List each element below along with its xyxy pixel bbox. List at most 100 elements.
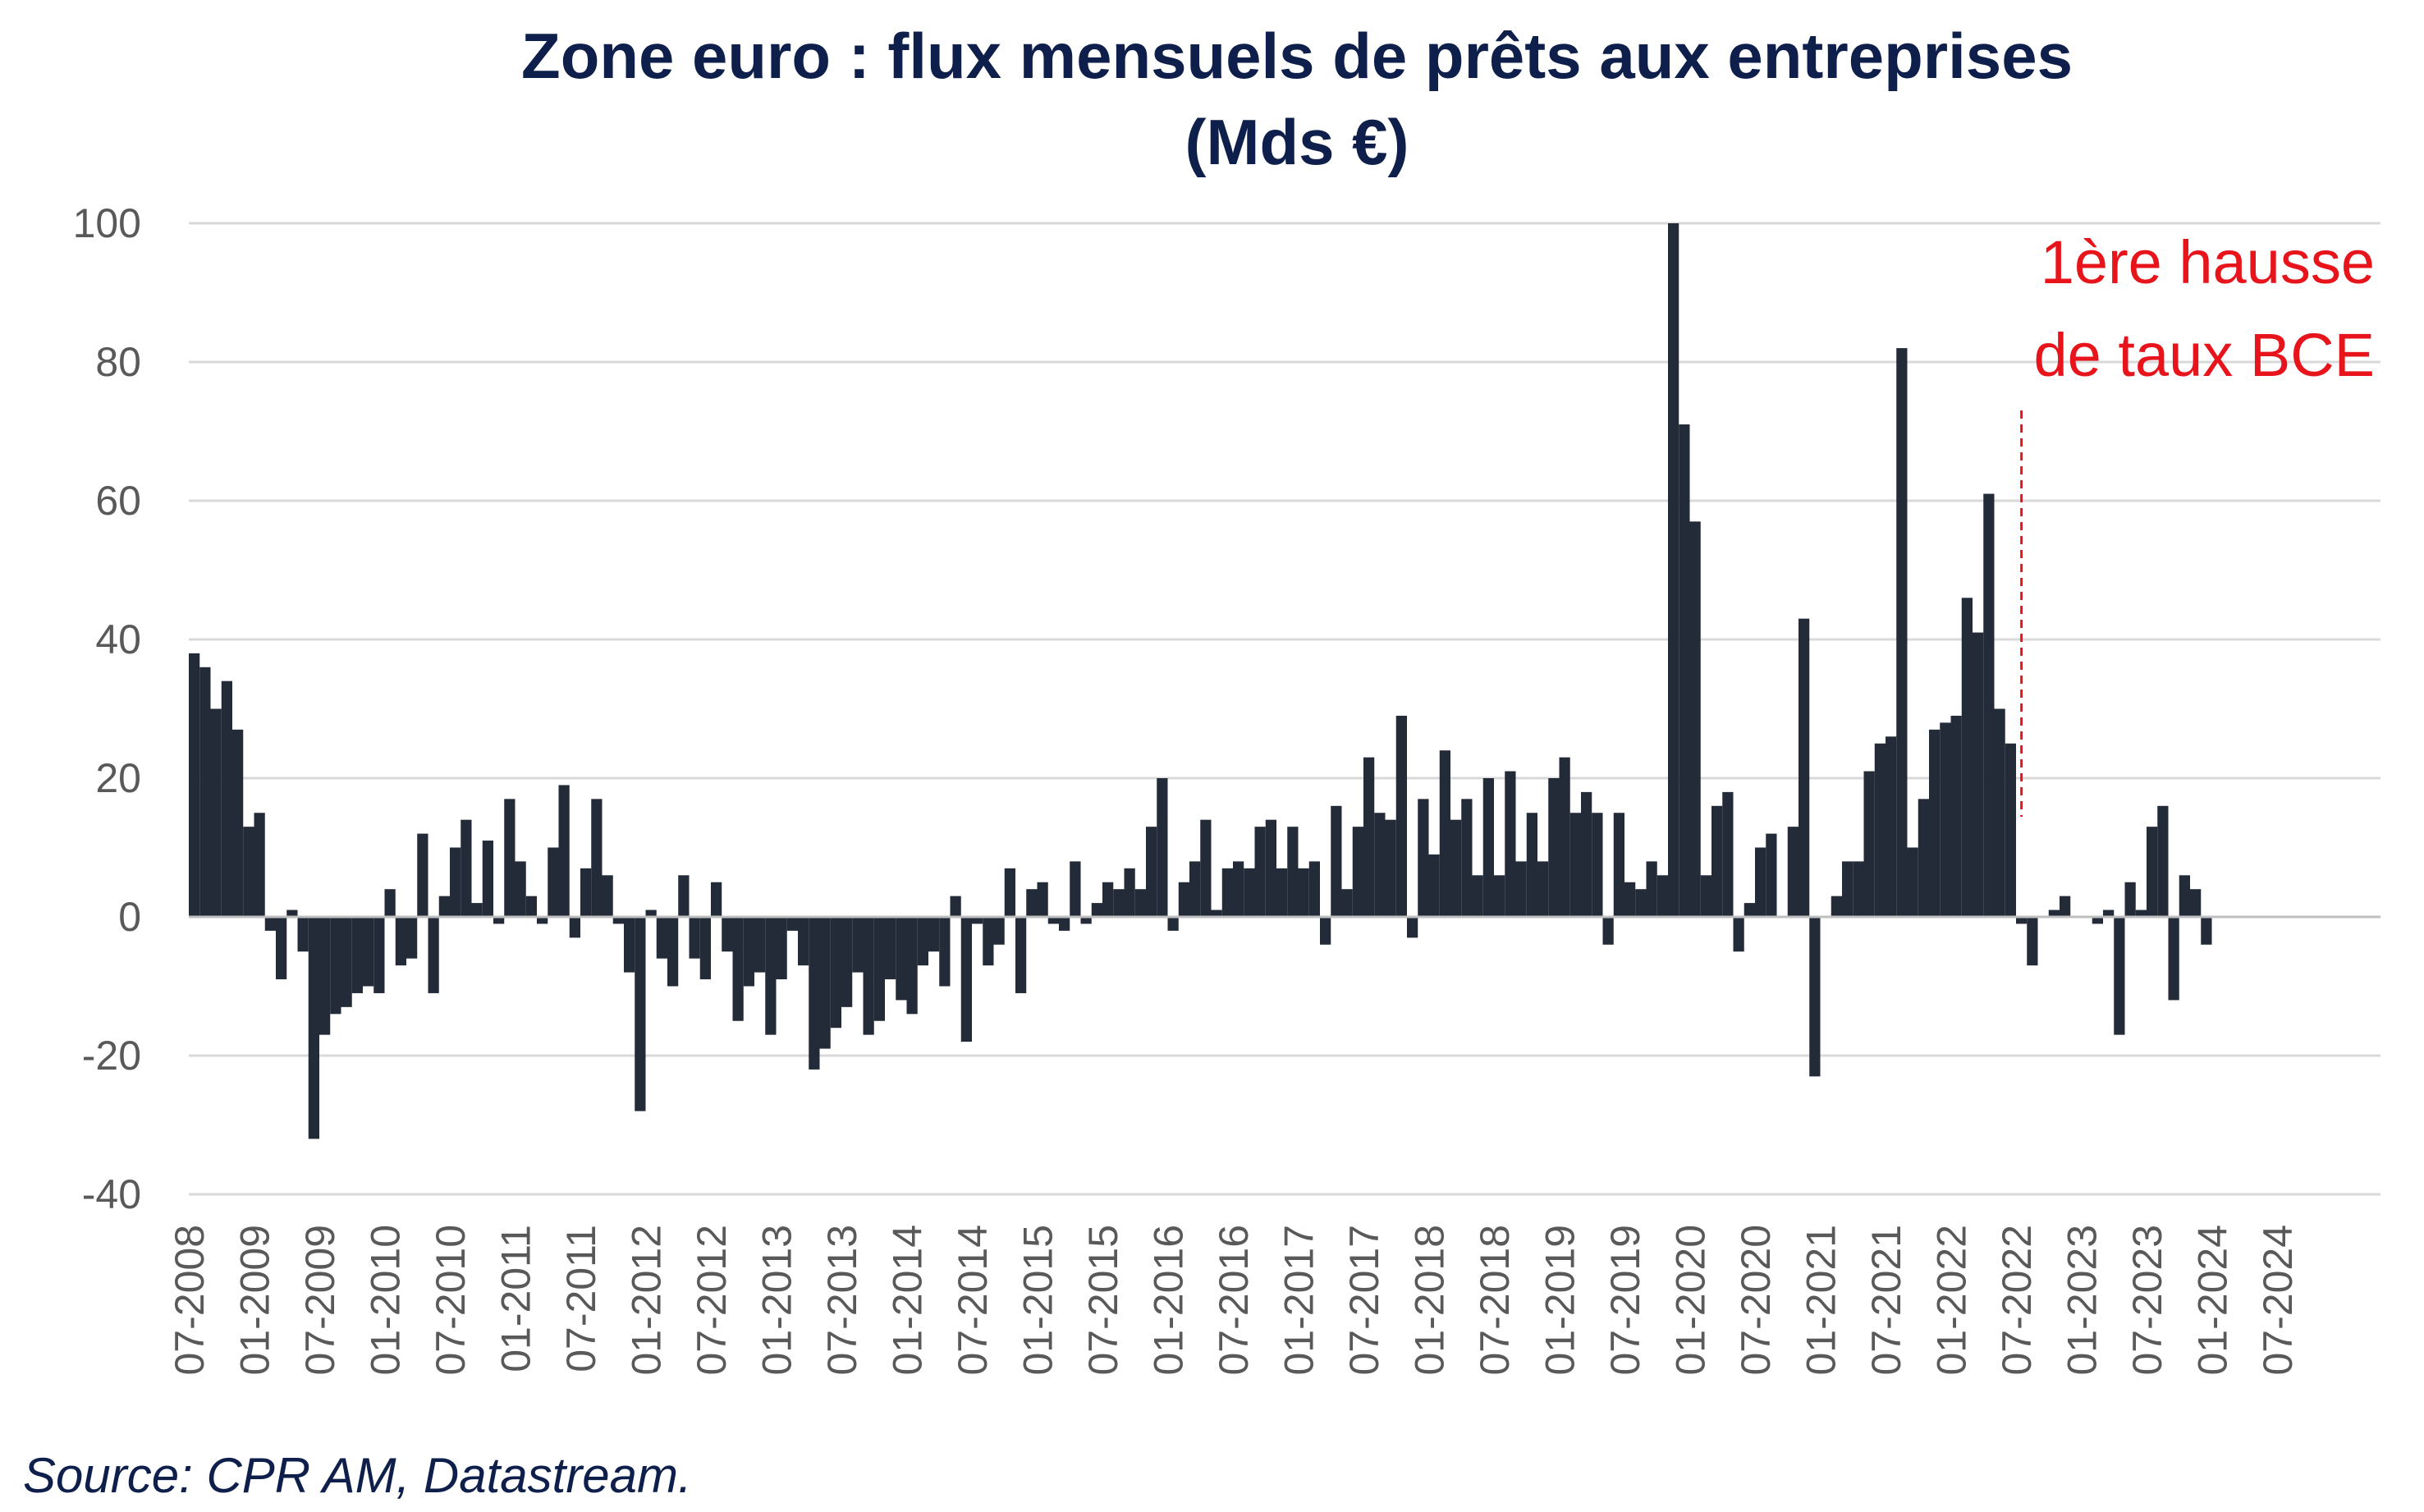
- annotation-line1: 1ère hausse: [2041, 228, 2375, 296]
- bar: [493, 917, 505, 924]
- bar: [1276, 868, 1288, 917]
- bar: [1886, 736, 1897, 917]
- x-tick-label: 01-2022: [1929, 1225, 1975, 1376]
- bar: [1505, 771, 1516, 917]
- bar: [2027, 917, 2038, 966]
- bar: [885, 917, 896, 980]
- bar: [983, 917, 994, 966]
- bar: [776, 917, 787, 980]
- x-tick-label: 01-2012: [624, 1225, 670, 1376]
- x-tick-label: 07-2019: [1602, 1225, 1648, 1376]
- bar: [798, 917, 809, 966]
- bar: [1320, 917, 1331, 945]
- bar: [1178, 882, 1189, 917]
- bar: [210, 708, 222, 917]
- x-tick-label: 01-2024: [2190, 1225, 2236, 1376]
- bar: [1668, 223, 1679, 917]
- bar: [1940, 722, 1951, 917]
- bar: [232, 729, 244, 917]
- bar: [482, 841, 493, 917]
- bar: [1374, 813, 1386, 917]
- bar: [591, 799, 603, 917]
- bar: [2190, 889, 2202, 917]
- x-tick-label: 07-2020: [1733, 1225, 1779, 1376]
- bar: [1602, 917, 1614, 945]
- bar: [1569, 813, 1581, 917]
- bar: [1157, 778, 1168, 917]
- bar: [297, 917, 309, 952]
- bar: [1059, 917, 1070, 931]
- x-tick-label: 07-2014: [950, 1225, 996, 1376]
- bar: [417, 833, 428, 917]
- bar: [1004, 868, 1015, 917]
- bar: [830, 917, 841, 1029]
- x-tick-label: 01-2021: [1799, 1225, 1844, 1376]
- bar: [1983, 493, 1995, 917]
- bar: [1472, 875, 1483, 917]
- bar: [1994, 708, 2005, 917]
- bar: [1581, 791, 1592, 917]
- bar: [1233, 861, 1244, 917]
- bar: [1755, 847, 1766, 917]
- bar: [351, 917, 363, 993]
- y-axis-ticks: 100 80 60 40 20 0 -20 -40: [73, 200, 141, 1217]
- bar: [504, 799, 516, 917]
- bar: [809, 917, 820, 1070]
- bar: [406, 917, 418, 959]
- bar: [1950, 715, 1962, 917]
- bar: [1167, 917, 1179, 931]
- bar: [624, 917, 635, 973]
- bar: [461, 819, 472, 917]
- bar: [2179, 875, 2190, 917]
- x-tick-label: 07-2021: [1863, 1225, 1909, 1376]
- bar: [1070, 861, 1081, 917]
- bar: [1613, 813, 1624, 917]
- bar: [243, 827, 254, 917]
- y-tick-label: 80: [95, 339, 141, 385]
- bar: [917, 917, 928, 966]
- bar: [1722, 791, 1734, 917]
- bar: [1559, 757, 1570, 917]
- x-tick-label: 01-2023: [2060, 1225, 2106, 1376]
- bar: [1439, 750, 1450, 917]
- bar: [341, 917, 352, 1007]
- x-tick-label: 01-2019: [1537, 1225, 1583, 1376]
- x-tick-label: 07-2015: [1080, 1225, 1126, 1376]
- bar: [656, 917, 667, 959]
- x-axis-ticks: 07-2008 01-2009 07-2009 01-2010 07-2010 01-20…: [167, 1225, 2301, 1376]
- x-tick-label: 07-2016: [1211, 1225, 1257, 1376]
- bar: [1418, 799, 1429, 917]
- x-tick-label: 07-2024: [2255, 1225, 2301, 1376]
- bar: [2135, 909, 2147, 917]
- bar: [732, 917, 744, 1021]
- bar: [722, 917, 733, 952]
- bar: [852, 917, 864, 973]
- bar: [1189, 861, 1201, 917]
- bar: [765, 917, 777, 1035]
- bar: [602, 875, 613, 917]
- bar: [395, 917, 406, 966]
- x-tick-label: 01-2020: [1668, 1225, 1714, 1376]
- bar: [667, 917, 679, 987]
- x-tick-label: 07-2013: [819, 1225, 865, 1376]
- bar: [1287, 827, 1299, 917]
- bar: [537, 917, 548, 924]
- chart-subtitle: (Mds €): [1185, 106, 1409, 178]
- bar: [2114, 917, 2125, 1035]
- source-note: Source: CPR AM, Datastream.: [23, 1448, 692, 1503]
- bar: [254, 813, 265, 917]
- y-tick-label: 100: [73, 200, 141, 246]
- bar: [1799, 618, 1810, 917]
- bar: [863, 917, 874, 1035]
- bar: [873, 917, 885, 1021]
- x-tick-label: 01-2015: [1015, 1225, 1061, 1376]
- bar: [189, 653, 200, 917]
- bar: [635, 917, 646, 1111]
- bar: [264, 917, 276, 931]
- bar: [699, 917, 711, 980]
- bar: [1766, 833, 1777, 917]
- bar: [558, 785, 570, 917]
- x-tick-label: 07-2011: [558, 1225, 604, 1372]
- bar: [1450, 819, 1462, 917]
